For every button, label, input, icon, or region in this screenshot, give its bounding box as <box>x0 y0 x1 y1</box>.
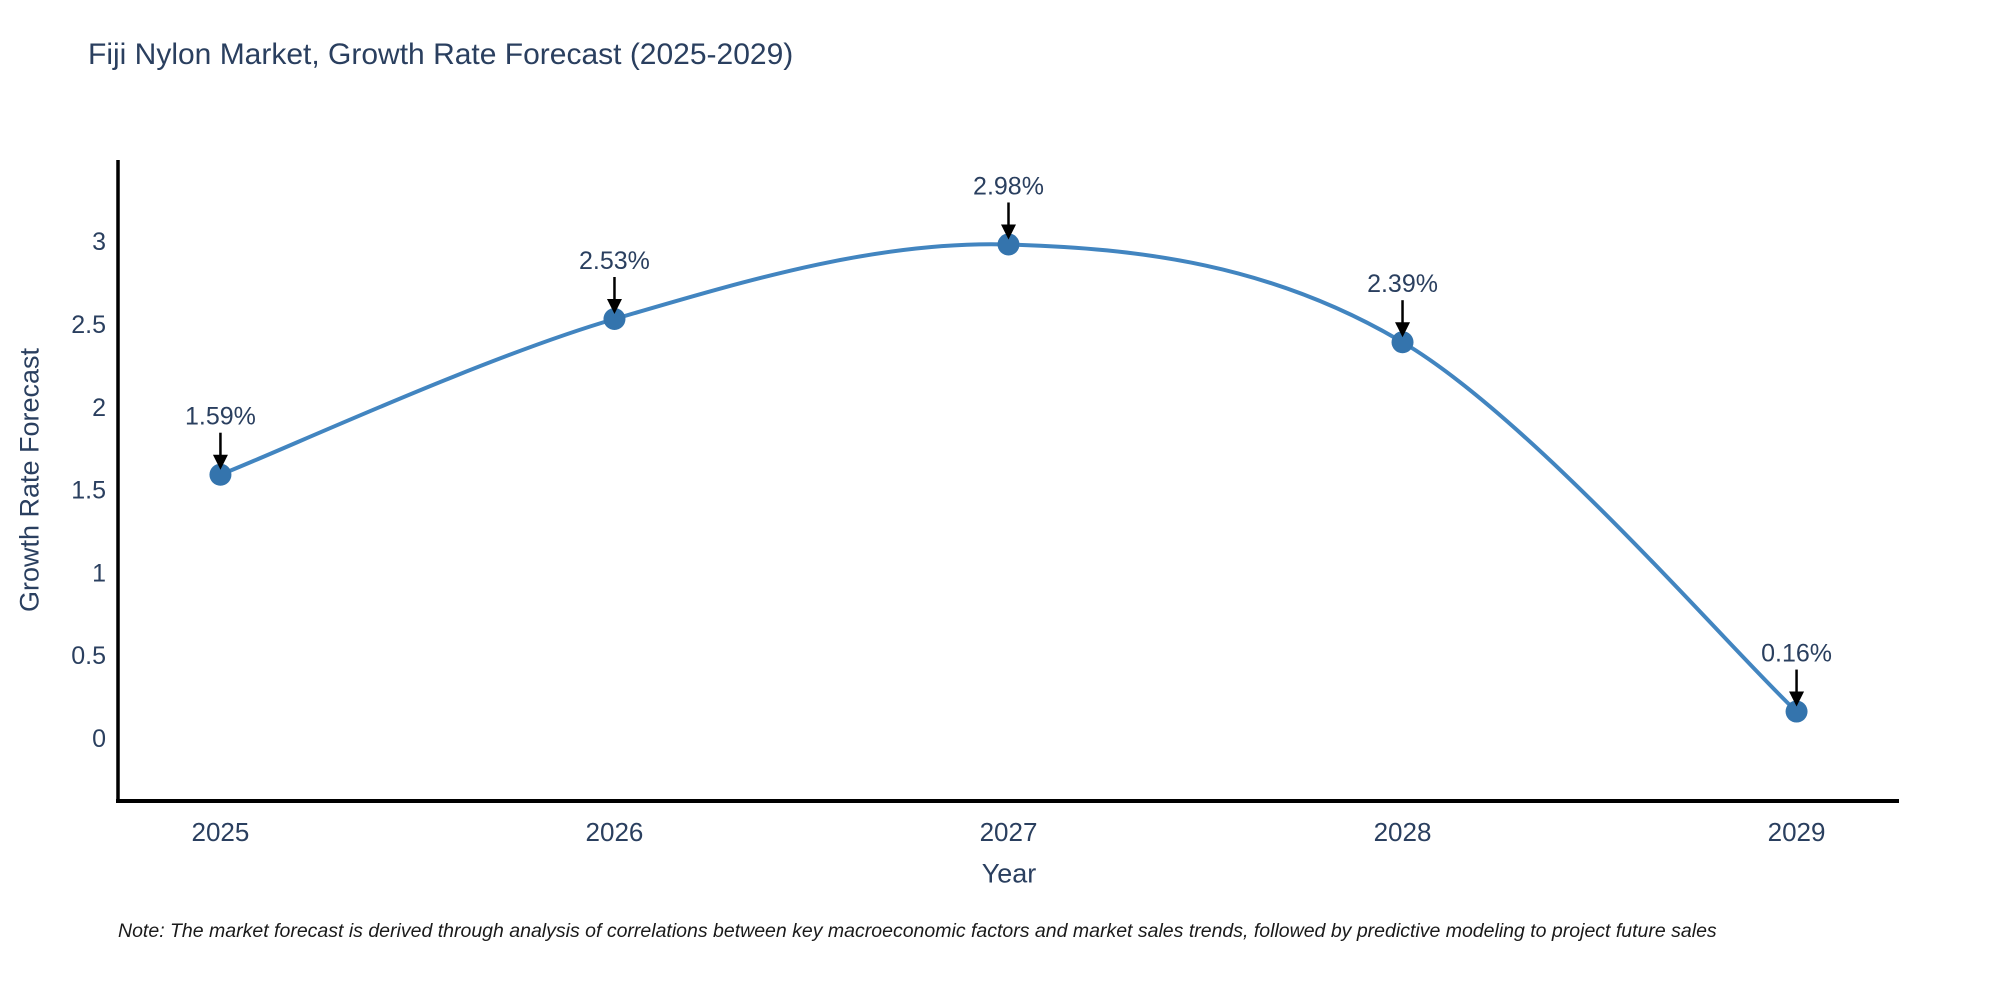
y-tick-label: 1 <box>92 559 106 587</box>
annotation-arrowhead-icon <box>1395 322 1411 338</box>
x-tick-label: 2028 <box>1374 817 1432 847</box>
data-point[interactable] <box>209 463 232 486</box>
annotation-arrowhead-icon <box>606 299 622 315</box>
data-point[interactable] <box>1785 700 1808 723</box>
data-point[interactable] <box>1391 331 1414 354</box>
y-axis-title: Growth Rate Forecast <box>14 347 45 613</box>
plot-area[interactable] <box>118 160 1899 801</box>
annotation-arrowhead-icon <box>1789 691 1805 707</box>
annotation-arrowhead-icon <box>212 454 228 470</box>
data-point[interactable] <box>603 308 626 331</box>
x-axis-title: Year <box>981 858 1037 889</box>
point-value-label: 1.59% <box>185 403 256 431</box>
point-value-label: 2.39% <box>1367 270 1438 298</box>
footnote: Note: The market forecast is derived thr… <box>118 920 1717 942</box>
x-tick-label: 2027 <box>980 817 1038 847</box>
y-tick-label: 2 <box>92 394 106 422</box>
x-tick-label: 2025 <box>192 817 250 847</box>
y-tick-label: 3 <box>92 228 106 256</box>
y-tick-label: 1.5 <box>71 477 106 505</box>
chart-title: Fiji Nylon Market, Growth Rate Forecast … <box>88 38 794 71</box>
point-value-label: 0.16% <box>1761 640 1832 668</box>
y-tick-label: 0 <box>92 725 106 753</box>
y-tick-label: 0.5 <box>71 642 106 670</box>
x-tick-label: 2026 <box>586 817 644 847</box>
point-value-label: 2.53% <box>579 247 650 275</box>
annotation-arrowhead-icon <box>1001 224 1016 240</box>
y-tick-label: 2.5 <box>71 311 106 339</box>
point-value-label: 2.98% <box>973 172 1044 200</box>
x-tick-label: 2029 <box>1768 817 1826 847</box>
data-point[interactable] <box>997 233 1020 256</box>
